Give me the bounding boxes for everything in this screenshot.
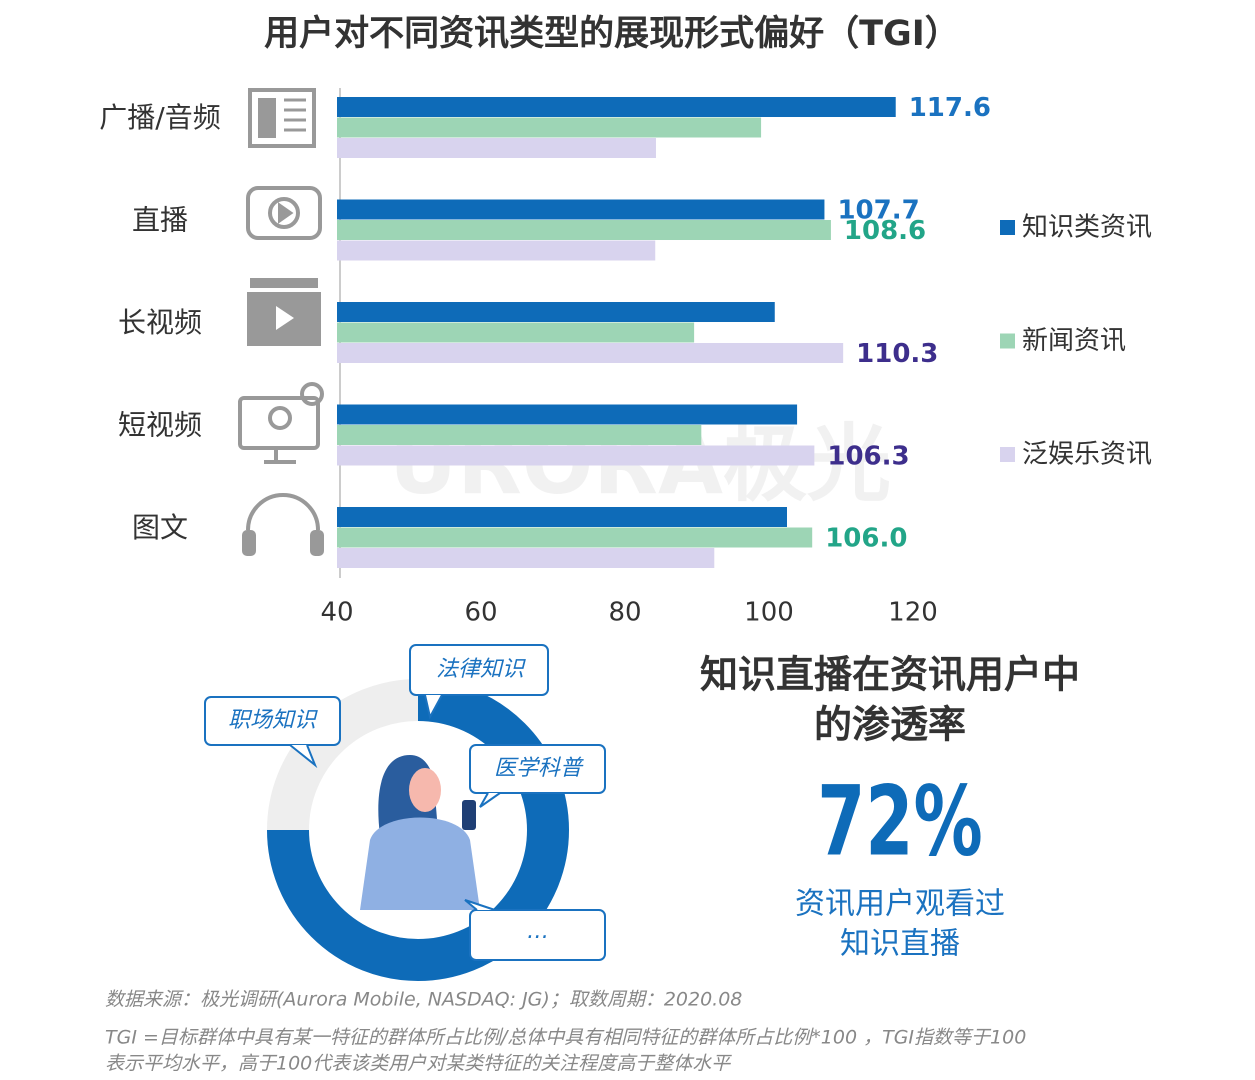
note: TGI =目标群体中具有某一特征的群体所占比例/总体中具有相同特征的群体所占比例… (105, 1027, 1026, 1049)
bar (337, 199, 825, 220)
bar (337, 404, 798, 425)
icon-live-circle (268, 197, 300, 229)
icon-live-play (278, 202, 294, 224)
headline: 的渗透率 (814, 703, 966, 747)
icon-clapper (250, 278, 318, 288)
legend-swatch (1000, 333, 1015, 349)
stat: 72% (817, 765, 982, 877)
bar (337, 548, 715, 568)
headline: 知识直播在资讯用户中 (700, 653, 1080, 697)
bar (337, 445, 815, 466)
legend-label: 新闻资讯 (1022, 326, 1126, 356)
bar (337, 97, 896, 117)
icons (238, 88, 324, 556)
chart-title: 用户对不同资讯类型的展现形式偏好（TGI） (264, 14, 960, 54)
x-tick-label: 80 (608, 598, 641, 628)
x-tick-label: 40 (320, 598, 353, 628)
icon-radio-lines (284, 98, 306, 132)
legend-label: 泛娱乐资讯 (1022, 440, 1152, 470)
x-tick-label: 100 (744, 598, 794, 628)
bubble-tail (289, 744, 318, 769)
x-tick-label: 60 (464, 598, 497, 628)
legend-swatch (1000, 447, 1015, 462)
icon-short-globe (300, 382, 324, 406)
bar (337, 507, 787, 527)
person-face (409, 768, 441, 812)
tag: 医学科普 (494, 756, 584, 781)
tag: 法律知识 (436, 657, 526, 682)
bubble-tail (479, 792, 501, 808)
bar (337, 117, 762, 138)
data-label: 106.0 (825, 523, 907, 553)
icon-short (238, 396, 320, 450)
icon-headset (246, 493, 320, 531)
data-label: 107.7 (837, 195, 919, 225)
bar (337, 527, 813, 548)
data-label: 108.6 (844, 216, 926, 246)
caption: 资讯用户观看过 (795, 887, 1005, 922)
category-label: 广播/音频 (99, 101, 220, 134)
bar (337, 138, 656, 158)
icon-radio (248, 88, 316, 148)
bar (337, 425, 702, 445)
icon-video-play (276, 306, 294, 330)
tag: … (527, 919, 549, 944)
icon-short-stand (264, 450, 296, 464)
caption: 知识直播 (840, 927, 960, 962)
data-label: 117.6 (909, 93, 991, 123)
data-label: 106.3 (827, 441, 909, 471)
category-label: 图文 (132, 511, 188, 544)
bar (337, 322, 695, 343)
bar (337, 343, 844, 363)
data-label: 110.3 (856, 339, 938, 369)
bar (337, 240, 656, 261)
bubbles (204, 644, 606, 961)
source: 数据来源：极光调研(Aurora Mobile, NASDAQ: JG)；取数周… (105, 989, 742, 1011)
tag: 职场知识 (228, 708, 318, 733)
bubble (469, 744, 606, 794)
bubble (469, 909, 606, 961)
category-label: 直播 (132, 204, 188, 237)
bar (337, 302, 775, 322)
note: 表示平均水平，高于100代表该类用户对某类特征的关注程度高于整体水平 (105, 1053, 732, 1075)
bubble-tail (424, 694, 443, 720)
person-body (360, 817, 480, 910)
bar (337, 220, 831, 240)
icon-live (246, 186, 322, 240)
icon-short-face (268, 406, 292, 430)
bubble (204, 696, 341, 746)
icon-ear-r (310, 530, 324, 556)
legend-label: 知识类资讯 (1022, 213, 1152, 243)
icon-radio-part (258, 98, 276, 138)
category-label: 短视频 (118, 409, 202, 442)
bubble-tail (464, 899, 496, 911)
legend-swatch (1000, 220, 1015, 235)
category-label: 长视频 (118, 306, 202, 339)
person-phone (462, 800, 476, 830)
icon-ear-l (242, 530, 256, 556)
bubble (409, 644, 549, 696)
x-tick-label: 120 (888, 598, 938, 628)
